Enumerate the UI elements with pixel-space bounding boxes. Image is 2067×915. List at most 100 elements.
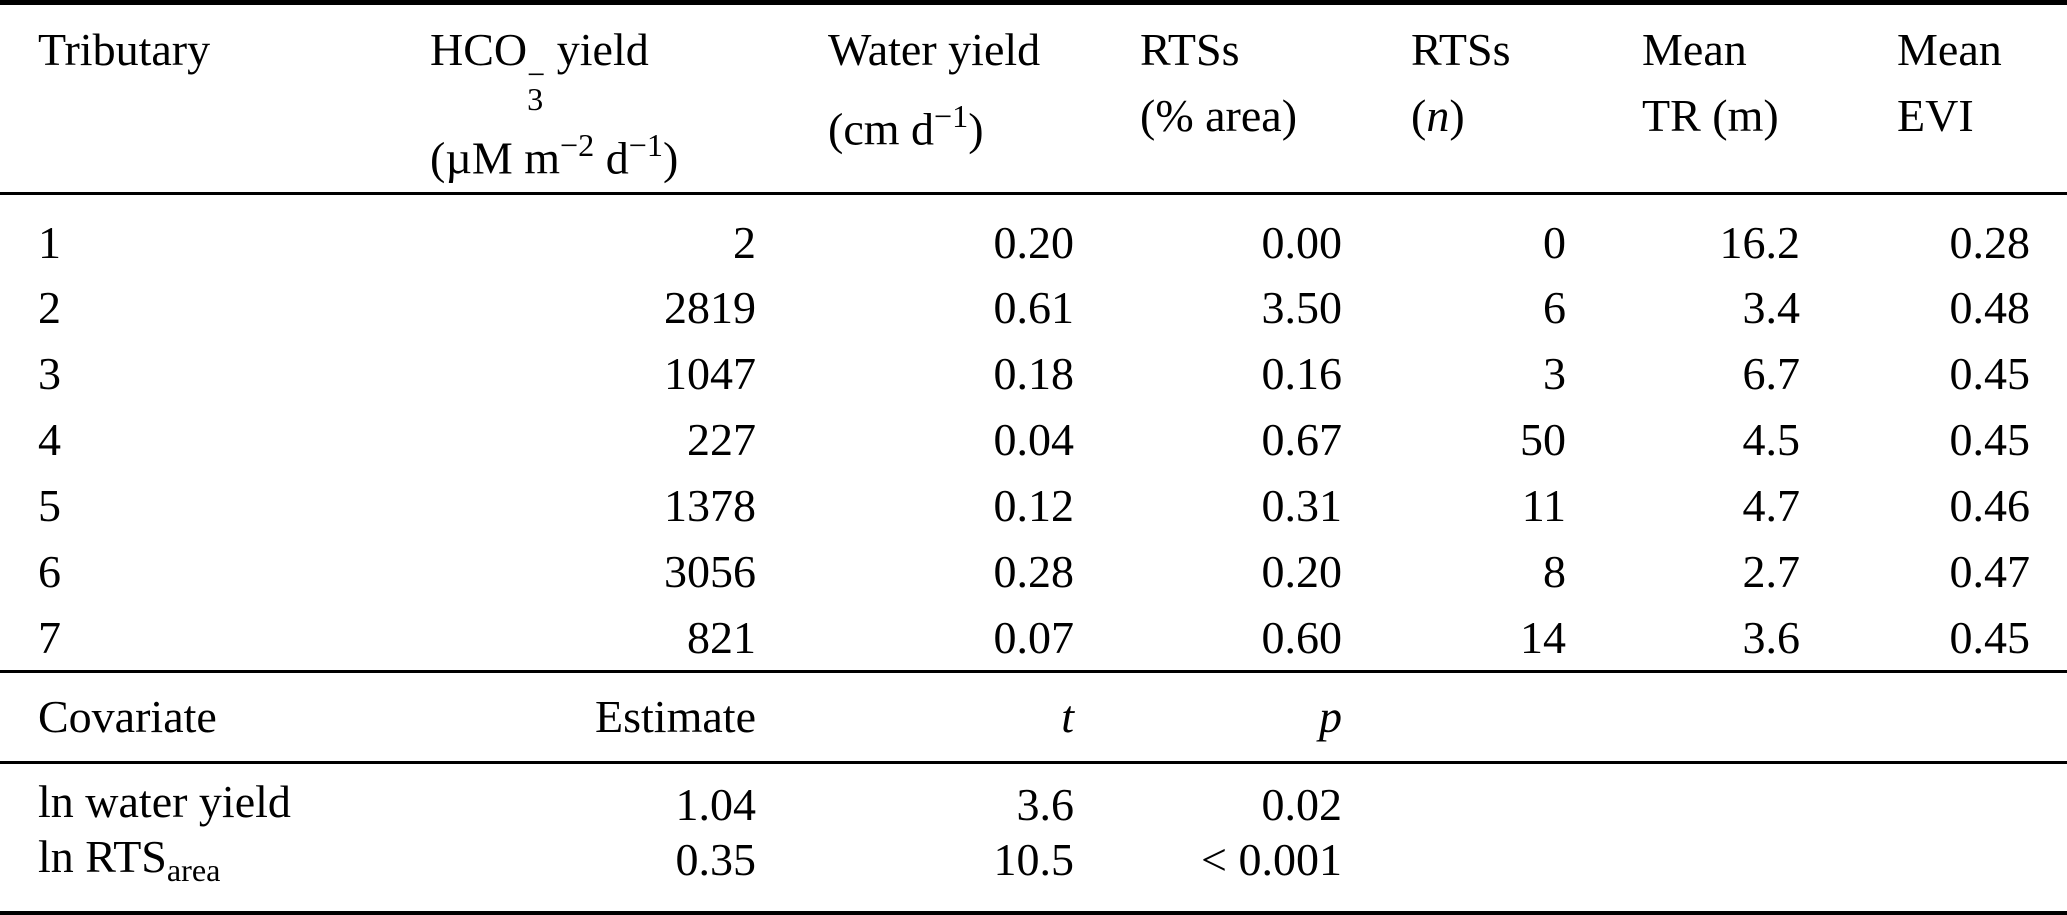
cell-water-yield: 0.04 (993, 414, 1075, 466)
cell-estimate: 1.04 (675, 778, 757, 830)
unit-exponent: −1 (628, 127, 664, 164)
cell-rts-n: 50 (1520, 414, 1566, 466)
cell-tributary: 1 (38, 217, 61, 269)
covariate-subscript: area (166, 852, 221, 889)
cell-hco3-yield: 2 (733, 217, 756, 269)
header-unit-line: TR (m) (1642, 90, 1779, 141)
cell-rts-n: 6 (1543, 282, 1566, 334)
col-header-p: p (1319, 690, 1342, 742)
cell-hco3-yield: 1047 (664, 348, 756, 400)
table-row: 4 227 0.04 0.67 50 4.5 0.45 (0, 407, 2067, 473)
covariate-label: ln water yield (38, 775, 291, 827)
unit-exponent: −1 (934, 98, 969, 134)
cell-rts-n: 8 (1543, 546, 1566, 598)
cell-water-yield: 0.20 (993, 217, 1075, 269)
formula-sup: − (527, 55, 546, 92)
header-line: Tributary (38, 24, 211, 75)
cell-water-yield: 0.28 (993, 546, 1075, 598)
header-line: RTSs (1411, 24, 1511, 75)
cell-mean-tr: 16.2 (1719, 217, 1801, 269)
cell-tributary: 2 (38, 282, 61, 334)
empty-cell (1600, 671, 1840, 762)
header-unit-line: (µM m−2 d−1) (430, 112, 790, 192)
header-line: Mean (1642, 24, 1747, 75)
cell-rts-area: 3.50 (1261, 282, 1343, 334)
cell-mean-tr: 3.4 (1742, 282, 1801, 334)
header-line: Water yield (828, 24, 1041, 75)
cell-hco3-yield: 227 (687, 414, 756, 466)
col-header-rts-n: RTSs (n) (1380, 3, 1600, 194)
variable-n: n (1426, 90, 1450, 141)
paren: ) (1449, 90, 1465, 141)
cell-mean-evi: 0.47 (1949, 546, 2031, 598)
formula-subsup: −3 (527, 55, 546, 118)
col-header-mean-evi: Mean EVI (1840, 3, 2067, 194)
cell-rts-n: 14 (1520, 611, 1566, 663)
cell-estimate: 0.35 (675, 834, 757, 886)
cell-covariate: ln water yield (0, 762, 410, 833)
cell-mean-tr: 4.5 (1742, 414, 1801, 466)
covariate-rows: ln water yield 1.04 3.6 0.02 ln RTSarea … (0, 762, 2067, 913)
cell-tributary: 4 (38, 414, 61, 466)
cell-mean-evi: 0.45 (1949, 611, 2031, 663)
unit-text: d (594, 132, 629, 184)
table-row: 5 1378 0.12 0.31 11 4.7 0.46 (0, 473, 2067, 539)
table-row: ln RTSarea 0.35 10.5 < 0.001 (0, 833, 2067, 913)
cell-rts-n: 3 (1543, 348, 1566, 400)
col-header-t: t (1061, 690, 1074, 742)
empty-cell (1380, 671, 1600, 762)
cell-rts-area: 0.67 (1261, 414, 1343, 466)
table-row: ln water yield 1.04 3.6 0.02 (0, 762, 2067, 833)
col-header-mean-tr: Mean TR (m) (1600, 3, 1840, 194)
header-unit-line: (% area) (1140, 90, 1298, 141)
cell-covariate: ln RTSarea (0, 833, 410, 913)
unit-exponent: −2 (560, 127, 595, 164)
unit-text: (µM m (430, 132, 561, 184)
covariate-header-row: Covariate Estimate t p (0, 671, 2067, 762)
cell-mean-tr: 6.7 (1742, 348, 1801, 400)
cell-hco3-yield: 3056 (664, 546, 756, 598)
cell-mean-tr: 4.7 (1742, 480, 1801, 532)
empty-cell (1840, 671, 2067, 762)
col-header-tributary: Tributary (0, 3, 410, 194)
header-unit-line: EVI (1897, 90, 1974, 141)
cell-water-yield: 0.12 (993, 480, 1075, 532)
cell-tributary: 3 (38, 348, 61, 400)
unit-text: ) (968, 103, 984, 155)
cell-rts-area: 0.16 (1261, 348, 1343, 400)
cell-mean-evi: 0.28 (1949, 217, 2031, 269)
cell-p: < 0.001 (1201, 834, 1342, 886)
header-unit-line: (n) (1411, 83, 1600, 149)
table-row: 3 1047 0.18 0.16 3 6.7 0.45 (0, 341, 2067, 407)
col-header-covariate: Covariate (38, 690, 217, 742)
header-unit-line: (cm d−1) (828, 83, 1100, 163)
cell-mean-evi: 0.45 (1949, 348, 2031, 400)
cell-rts-area: 0.20 (1261, 546, 1343, 598)
header-line: HCO −3 yield (430, 17, 790, 118)
cell-hco3-yield: 821 (687, 611, 756, 663)
table-row: 6 3056 0.28 0.20 8 2.7 0.47 (0, 539, 2067, 605)
header-row: Tributary HCO −3 yield (µM m−2 d−1) Water… (0, 3, 2067, 194)
table-row: 1 2 0.20 0.00 0 16.2 0.28 (0, 193, 2067, 275)
empty-cell (1600, 833, 1840, 913)
cell-mean-evi: 0.46 (1949, 480, 2031, 532)
cell-rts-area: 0.00 (1261, 217, 1343, 269)
cell-water-yield: 0.18 (993, 348, 1075, 400)
header-text: yield (545, 24, 649, 75)
header-line: Mean (1897, 24, 2002, 75)
cell-hco3-yield: 2819 (664, 282, 756, 334)
cell-water-yield: 0.61 (993, 282, 1075, 334)
cell-rts-area: 0.31 (1261, 480, 1343, 532)
empty-cell (1380, 762, 1600, 833)
formula-sub: 3 (527, 81, 544, 118)
unit-text: ) (663, 132, 679, 184)
cell-mean-evi: 0.45 (1949, 414, 2031, 466)
cell-water-yield: 0.07 (993, 611, 1075, 663)
unit-text: (cm d (828, 103, 935, 155)
cell-t: 3.6 (1016, 778, 1075, 830)
col-header-hco3-yield: HCO −3 yield (µM m−2 d−1) (410, 3, 790, 194)
cell-mean-tr: 3.6 (1742, 611, 1801, 663)
col-header-water-yield: Water yield (cm d−1) (790, 3, 1100, 194)
cell-tributary: 7 (38, 611, 61, 663)
